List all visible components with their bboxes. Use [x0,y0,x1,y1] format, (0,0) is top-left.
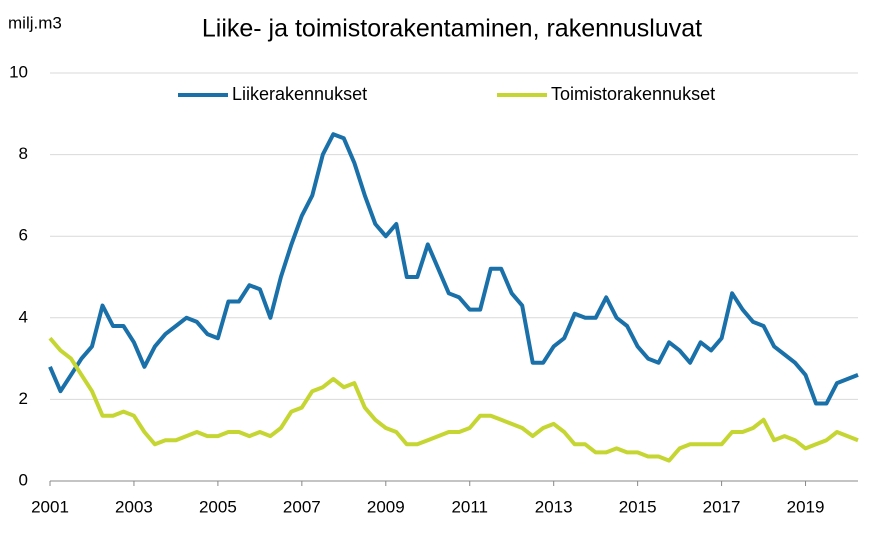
x-tick-label: 2015 [619,497,657,516]
legend-label: Toimistorakennukset [551,84,715,104]
legend-label: Liikerakennukset [232,84,367,104]
x-tick-label: 2003 [115,497,153,516]
x-tick-label: 2019 [787,497,825,516]
y-tick-label: 8 [19,144,28,163]
x-tick-label: 2005 [199,497,237,516]
y-tick-label: 6 [19,226,28,245]
x-tick-label: 2009 [367,497,405,516]
x-tick-label: 2017 [703,497,741,516]
x-tick-label: 2013 [535,497,573,516]
x-tick-label: 2001 [31,497,69,516]
x-tick-label: 2007 [283,497,321,516]
y-tick-label: 0 [19,470,28,489]
y-tick-label: 10 [9,62,28,81]
y-tick-label: 2 [19,389,28,408]
data-line [48,336,859,463]
data-line [48,132,859,406]
y-tick-label: 4 [19,307,28,326]
y-axis-label: milj.m3 [8,13,62,32]
chart-title: Liike- ja toimistorakentaminen, rakennus… [202,15,702,43]
x-tick-label: 2011 [451,497,488,516]
